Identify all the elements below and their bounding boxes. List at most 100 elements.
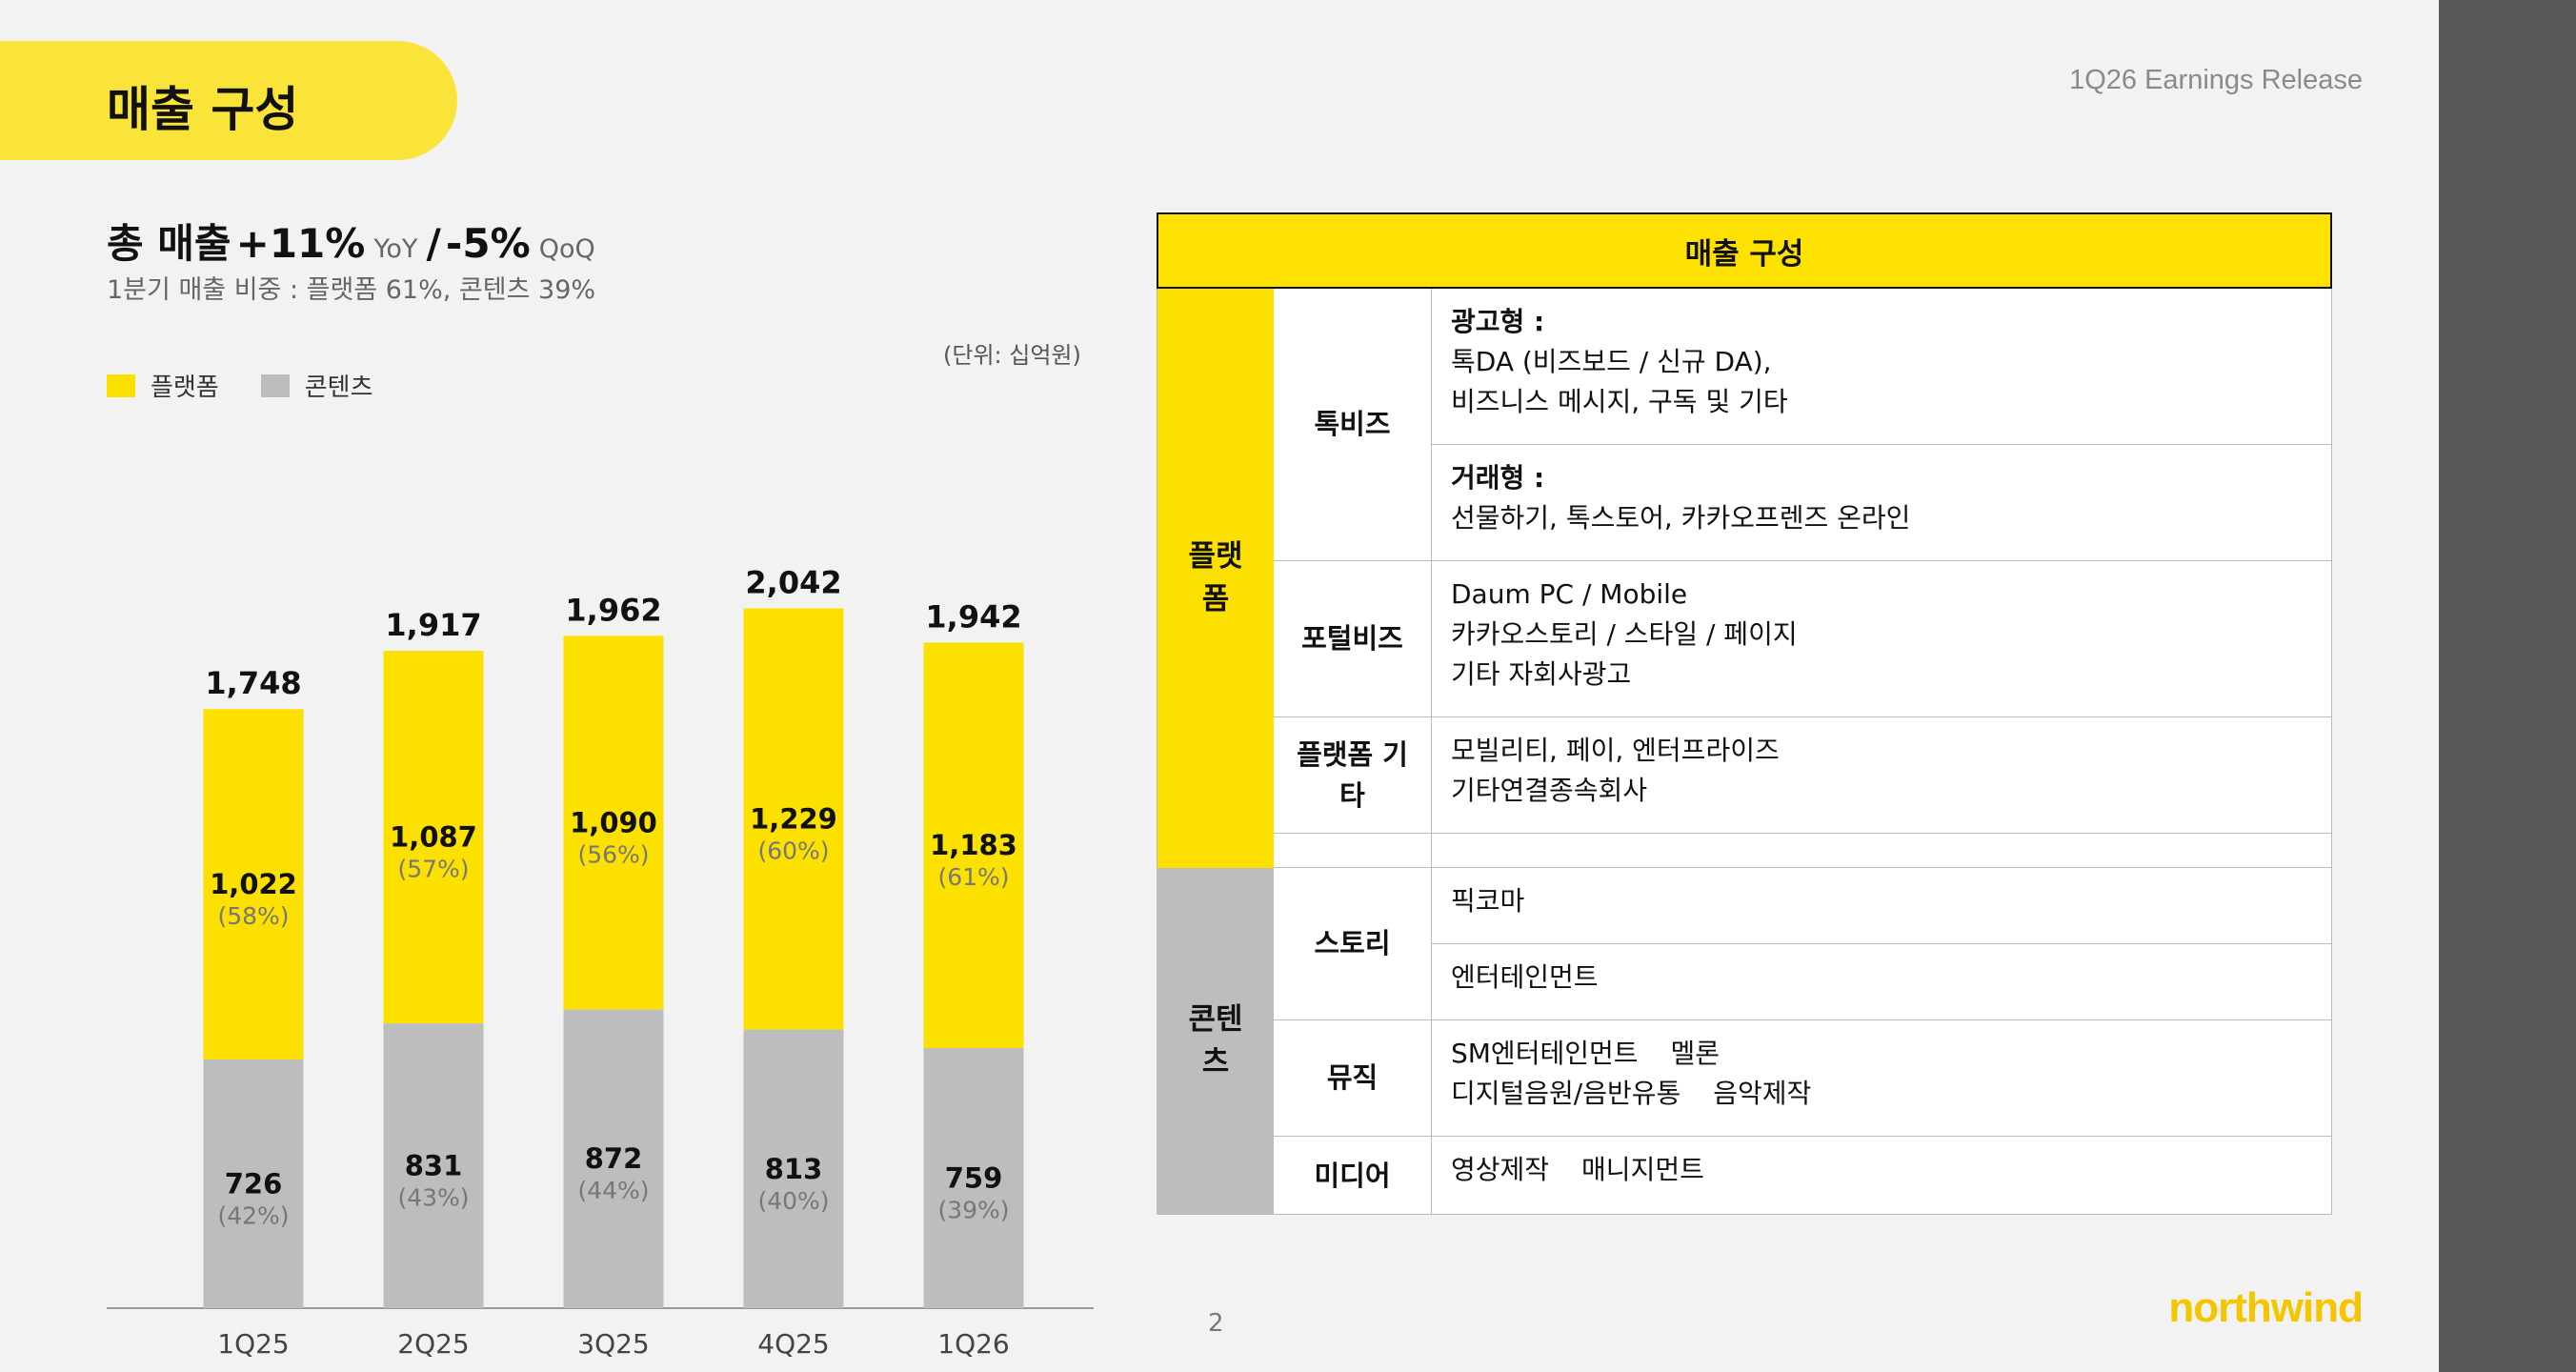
music-item-3: 디지털음원/음반유통 bbox=[1451, 1078, 1681, 1109]
data-label-platform-1Q26: 1,183 bbox=[930, 829, 1017, 861]
data-label-platform-3Q25: 1,090 bbox=[570, 806, 657, 838]
subcategory-story: 스토리 bbox=[1274, 868, 1432, 1020]
subcategory-music: 뮤직 bbox=[1274, 1020, 1432, 1137]
share-label-platform-3Q25: (56%) bbox=[577, 840, 649, 868]
legend-item-platform: 플랫폼 bbox=[107, 368, 219, 403]
share-label-platform-1Q25: (58%) bbox=[217, 902, 289, 930]
data-label-platform-2Q25: 1,087 bbox=[390, 821, 477, 854]
bar-platform-2Q25 bbox=[383, 651, 484, 1024]
bar-contents-1Q25 bbox=[203, 1059, 304, 1308]
share-label-platform-4Q25: (60%) bbox=[757, 837, 829, 865]
legend-swatch-contents bbox=[260, 373, 290, 397]
portal-line-3: 기타 자회사광고 bbox=[1451, 658, 1632, 690]
total-label-4Q25: 2,042 bbox=[745, 564, 841, 600]
portal-line-1: Daum PC / Mobile bbox=[1451, 578, 1688, 610]
data-label-contents-3Q25: 872 bbox=[585, 1142, 643, 1175]
subcategory-portalbiz: 포털비즈 bbox=[1274, 561, 1432, 717]
release-label: 1Q26 Earnings Release bbox=[2069, 65, 2363, 95]
subcategory-talkbiz: 톡비즈 bbox=[1274, 289, 1432, 561]
story-item-2-text: 엔터테인먼트 bbox=[1451, 961, 1599, 993]
bar-platform-3Q25 bbox=[563, 636, 664, 1010]
share-label-contents-2Q25: (43%) bbox=[397, 1184, 469, 1212]
data-label-contents-1Q26: 759 bbox=[945, 1161, 1003, 1194]
x-tick-3Q25: 3Q25 bbox=[577, 1328, 649, 1360]
headline-separator: / bbox=[426, 220, 441, 267]
music-item-1: SM엔터테인먼트 bbox=[1451, 1038, 1639, 1069]
page-title: 매출 구성 bbox=[107, 82, 299, 137]
bar-contents-2Q25 bbox=[383, 1023, 484, 1308]
bar-contents-3Q25 bbox=[563, 1009, 664, 1308]
ad-line-1: 톡DA (비즈보드 / 신규 DA), bbox=[1451, 346, 1772, 377]
table-header: 매출 구성 bbox=[1157, 212, 2332, 289]
story-item-1: 픽코마 bbox=[1432, 868, 2331, 944]
share-label-contents-1Q25: (42%) bbox=[217, 1201, 289, 1229]
media-desc: 영상제작 매니지먼트 bbox=[1432, 1137, 2331, 1215]
subcategory-media: 미디어 bbox=[1274, 1137, 1432, 1215]
trade-line-1: 선물하기, 톡스토어, 카카오프렌즈 온라인 bbox=[1451, 502, 1911, 534]
unit-label: (단위: 십억원) bbox=[943, 342, 1081, 369]
portal-line-2: 카카오스토리 / 스타일 / 페이지 bbox=[1451, 618, 1798, 650]
music-desc: SM엔터테인먼트 멜론 디지털음원/음반유통 음악제작 bbox=[1432, 1020, 2331, 1137]
talkbiz-trade-desc: 거래형 : 선물하기, 톡스토어, 카카오프렌즈 온라인 bbox=[1432, 445, 2331, 561]
platform-etc-desc: 모빌리티, 페이, 엔터프라이즈 기타연결종속회사 bbox=[1432, 717, 2331, 834]
x-tick-4Q25: 4Q25 bbox=[757, 1328, 829, 1360]
platform-spacer-desc bbox=[1432, 834, 2331, 868]
legend-label-platform: 플랫폼 bbox=[151, 373, 219, 402]
total-label-1Q26: 1,942 bbox=[925, 598, 1021, 635]
headline-yoy-label: YoY bbox=[373, 234, 418, 264]
bar-platform-4Q25 bbox=[743, 608, 844, 1030]
legend-label-contents: 콘텐츠 bbox=[304, 373, 373, 402]
data-label-platform-1Q25: 1,022 bbox=[210, 868, 297, 900]
total-label-1Q25: 1,748 bbox=[205, 665, 301, 701]
category-platform: 플랫 폼 bbox=[1157, 289, 1274, 868]
x-tick-1Q25: 1Q25 bbox=[217, 1328, 289, 1360]
data-label-contents-2Q25: 831 bbox=[405, 1150, 463, 1182]
headline-yoy-value: +11% bbox=[235, 220, 366, 267]
subcategory-platform-etc: 플랫폼 기 타 bbox=[1274, 717, 1432, 834]
music-item-2: 멜론 bbox=[1670, 1038, 1721, 1069]
etc-line-2: 기타연결종속회사 bbox=[1451, 775, 1648, 806]
headline-prefix: 총 매출 bbox=[107, 220, 231, 267]
headline-qoq-value: -5% bbox=[445, 220, 531, 267]
music-item-4: 음악제작 bbox=[1713, 1078, 1812, 1109]
headline-qoq-label: QoQ bbox=[538, 234, 595, 264]
page-number: 2 bbox=[1208, 1309, 1224, 1338]
bar-platform-1Q26 bbox=[923, 642, 1024, 1048]
headline-subline: 1분기 매출 비중 : 플랫폼 61%, 콘텐츠 39% bbox=[107, 275, 596, 305]
chart-legend: 플랫폼 콘텐츠 bbox=[107, 368, 415, 403]
x-tick-1Q26: 1Q26 bbox=[937, 1328, 1009, 1360]
total-label-3Q25: 1,962 bbox=[565, 592, 661, 628]
share-label-contents-4Q25: (40%) bbox=[757, 1187, 829, 1215]
table-body: 플랫 폼 콘텐 츠 톡비즈 광고형 : 톡DA (비즈보드 / 신규 DA), … bbox=[1157, 289, 2332, 1215]
legend-item-contents: 콘텐츠 bbox=[260, 368, 373, 403]
share-label-platform-2Q25: (57%) bbox=[397, 856, 469, 883]
total-label-2Q25: 1,917 bbox=[385, 607, 481, 643]
headline: 총 매출 +11% YoY / -5% QoQ bbox=[107, 212, 599, 270]
category-contents: 콘텐 츠 bbox=[1157, 868, 1274, 1215]
ad-title: 광고형 : bbox=[1451, 306, 1545, 337]
bar-platform-1Q25 bbox=[203, 709, 304, 1059]
side-panel bbox=[2439, 0, 2576, 1372]
share-label-contents-1Q26: (39%) bbox=[937, 1196, 1009, 1223]
platform-spacer-cell bbox=[1274, 834, 1432, 868]
media-item-1: 영상제작 bbox=[1451, 1154, 1550, 1185]
title-banner: 매출 구성 bbox=[0, 41, 457, 160]
revenue-bar-chart: 1,022(58%) 726(42%) 1,748 1Q25 1,087(57%) 831… bbox=[107, 564, 1094, 1360]
story-item-1-text: 픽코마 bbox=[1451, 885, 1525, 917]
ad-line-2: 비즈니스 메시지, 구독 및 기타 bbox=[1451, 386, 1788, 417]
share-label-contents-3Q25: (44%) bbox=[577, 1177, 649, 1204]
talkbiz-ad-desc: 광고형 : 톡DA (비즈보드 / 신규 DA), 비즈니스 메시지, 구독 및… bbox=[1432, 289, 2331, 445]
media-item-2: 매니지먼트 bbox=[1581, 1154, 1704, 1185]
bar-contents-4Q25 bbox=[743, 1029, 844, 1308]
bar-contents-1Q26 bbox=[923, 1047, 1024, 1308]
trade-title: 거래형 : bbox=[1451, 462, 1545, 494]
brand-logo: northwind bbox=[2168, 1284, 2364, 1331]
x-tick-2Q25: 2Q25 bbox=[397, 1328, 469, 1360]
data-label-contents-1Q25: 726 bbox=[225, 1167, 283, 1200]
data-label-contents-4Q25: 813 bbox=[765, 1153, 823, 1185]
legend-swatch-platform bbox=[107, 373, 135, 397]
data-label-platform-4Q25: 1,229 bbox=[750, 803, 837, 836]
story-item-2: 엔터테인먼트 bbox=[1432, 944, 2331, 1020]
etc-line-1: 모빌리티, 페이, 엔터프라이즈 bbox=[1451, 735, 1780, 766]
revenue-structure-table: 매출 구성 플랫 폼 콘텐 츠 톡비즈 광고형 : 톡DA (비즈보드 / 신규… bbox=[1157, 212, 2332, 1215]
